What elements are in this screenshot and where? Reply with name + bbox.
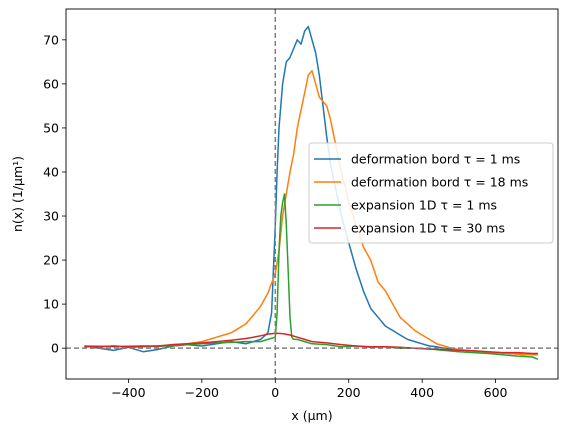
y-tick-label: 20 — [43, 253, 59, 268]
x-tick-label: −400 — [111, 385, 145, 400]
legend-label-3: expansion 1D τ = 1 ms — [351, 198, 497, 213]
x-tick-label: 200 — [337, 385, 361, 400]
y-tick-label: 70 — [43, 32, 59, 47]
plot-frame — [65, 8, 559, 380]
legend-box — [308, 142, 554, 244]
x-tick-label: 400 — [410, 385, 434, 400]
y-tick-label: 60 — [43, 76, 59, 91]
x-tick-label: 0 — [271, 385, 279, 400]
y-tick-label: 50 — [43, 120, 59, 135]
x-tick-label: −200 — [185, 385, 219, 400]
legend: deformation bord τ = 1 ms deformation bor… — [308, 142, 554, 244]
series-line-4 — [84, 332, 538, 355]
x-tick-label: 600 — [484, 385, 508, 400]
legend-label-4: expansion 1D τ = 30 ms — [351, 221, 505, 236]
series-line-2 — [84, 69, 538, 356]
legend-label-2: deformation bord τ = 18 ms — [351, 175, 528, 190]
y-tick-label: 0 — [51, 341, 59, 356]
y-tick-label: 40 — [43, 164, 59, 179]
y-axis-label: n(x) (1/μm¹) — [10, 156, 25, 232]
legend-label-1: deformation bord τ = 1 ms — [351, 152, 520, 167]
y-tick-label: 10 — [43, 297, 59, 312]
x-axis-label: x (μm) — [291, 408, 332, 423]
plot-area — [66, 9, 558, 379]
y-tick-label: 30 — [43, 209, 59, 224]
axis-ticks: −400 −200 0 200 400 600 0 10 20 30 40 50 60 70 — [43, 32, 507, 400]
